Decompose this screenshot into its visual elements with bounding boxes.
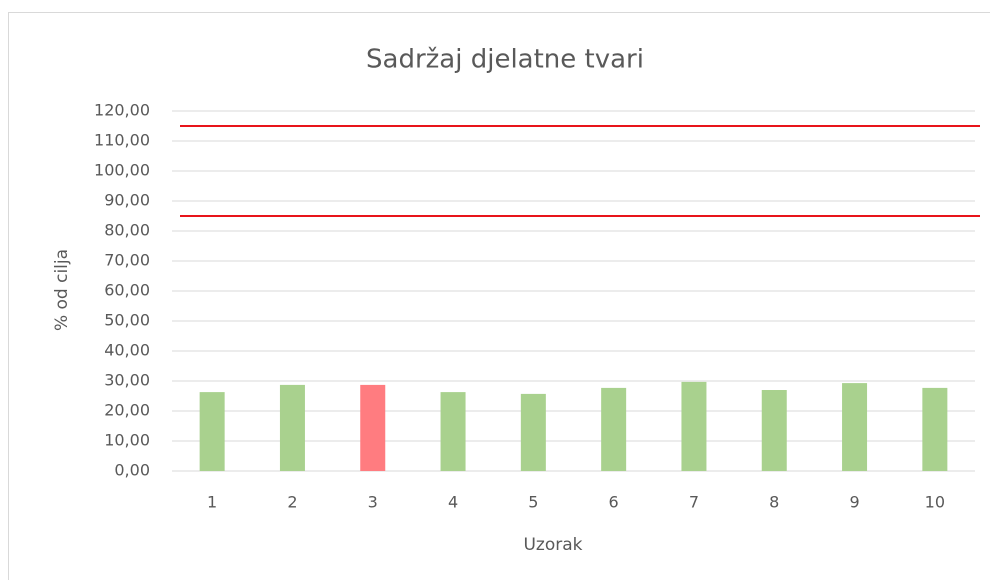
x-tick-label: 10 bbox=[925, 493, 945, 512]
x-tick-label: 2 bbox=[287, 493, 297, 512]
chart-title: Sadržaj djelatne tvari bbox=[366, 45, 644, 75]
y-tick-label: 90,00 bbox=[104, 191, 150, 210]
bar bbox=[601, 387, 627, 471]
bar bbox=[842, 383, 868, 471]
x-tick-label: 1 bbox=[207, 493, 217, 512]
x-tick-label: 5 bbox=[528, 493, 538, 512]
bar bbox=[922, 387, 948, 471]
y-tick-label: 100,00 bbox=[94, 161, 150, 180]
bar bbox=[761, 390, 787, 471]
y-tick-label: 110,00 bbox=[94, 131, 150, 150]
y-tick-label: 10,00 bbox=[104, 431, 150, 450]
x-tick-label: 8 bbox=[769, 493, 779, 512]
y-tick-label: 60,00 bbox=[104, 281, 150, 300]
x-axis-label: Uzorak bbox=[523, 535, 582, 555]
bar bbox=[440, 392, 466, 471]
x-tick-label: 6 bbox=[609, 493, 619, 512]
y-tick-label: 20,00 bbox=[104, 401, 150, 420]
y-tick-label: 50,00 bbox=[104, 311, 150, 330]
x-tick-label: 3 bbox=[368, 493, 378, 512]
y-tick-label: 80,00 bbox=[104, 221, 150, 240]
bar bbox=[520, 393, 546, 471]
chart-frame bbox=[8, 12, 990, 580]
y-tick-label: 120,00 bbox=[94, 101, 150, 120]
y-tick-label: 40,00 bbox=[104, 341, 150, 360]
bar bbox=[360, 384, 386, 471]
x-tick-label: 7 bbox=[689, 493, 699, 512]
bar bbox=[199, 392, 225, 471]
bar bbox=[279, 384, 305, 471]
y-axis-label: % od cilja bbox=[52, 249, 72, 331]
y-tick-label: 70,00 bbox=[104, 251, 150, 270]
y-tick-label: 30,00 bbox=[104, 371, 150, 390]
bar bbox=[681, 381, 707, 471]
x-tick-label: 9 bbox=[849, 493, 859, 512]
x-tick-label: 4 bbox=[448, 493, 458, 512]
y-tick-label: 0,00 bbox=[114, 461, 150, 480]
